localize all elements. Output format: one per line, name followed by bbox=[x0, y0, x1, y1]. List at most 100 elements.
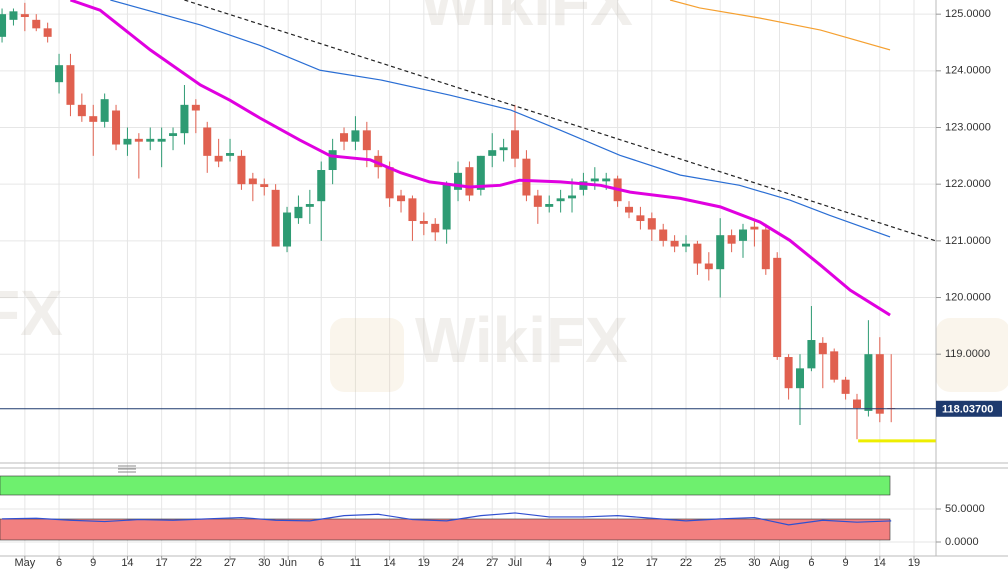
candle-body bbox=[317, 170, 326, 202]
candle-body bbox=[682, 243, 691, 247]
candle-body bbox=[670, 240, 679, 247]
x-tick-label: 14 bbox=[384, 557, 396, 569]
candle-body bbox=[499, 147, 508, 151]
watermark-logo bbox=[936, 318, 1008, 392]
x-tick-label: 27 bbox=[486, 557, 498, 569]
x-tick-label: 11 bbox=[350, 557, 361, 569]
y-tick-label: 50.0000 bbox=[945, 503, 985, 515]
candle-body bbox=[590, 178, 599, 182]
pane-grip[interactable] bbox=[118, 465, 136, 473]
x-tick-label: 30 bbox=[748, 557, 760, 569]
x-tick-label: Jun bbox=[279, 557, 297, 569]
current-price-label: 118.03700 bbox=[942, 404, 993, 416]
candle-body bbox=[431, 223, 440, 233]
candle-body bbox=[237, 155, 246, 185]
candle-body bbox=[488, 150, 497, 156]
candle-body bbox=[169, 133, 178, 137]
x-tick-label: 17 bbox=[646, 557, 658, 569]
candle-body bbox=[408, 198, 417, 222]
y-tick-label: 122.0000 bbox=[945, 178, 991, 190]
candle-body bbox=[419, 221, 428, 224]
current-price-box bbox=[936, 400, 1002, 417]
candle-body bbox=[89, 116, 98, 122]
candle-body bbox=[739, 229, 748, 241]
candle-body bbox=[636, 215, 645, 222]
x-tick-label: 4 bbox=[546, 557, 552, 569]
candle-body bbox=[260, 184, 269, 188]
candle-body bbox=[875, 354, 884, 414]
x-tick-label: May bbox=[14, 557, 35, 569]
candle-body bbox=[864, 354, 873, 411]
candle-body bbox=[853, 399, 862, 409]
x-tick-label: 9 bbox=[90, 557, 96, 569]
candle-body bbox=[841, 379, 850, 394]
candle-body bbox=[704, 263, 713, 270]
x-tick-label: 9 bbox=[580, 557, 586, 569]
x-tick-label: Jul bbox=[508, 557, 522, 569]
lower-band bbox=[0, 518, 891, 541]
candle-body bbox=[146, 138, 155, 142]
overlay-line bbox=[110, 0, 891, 238]
candle-body bbox=[9, 11, 18, 20]
candle-body bbox=[659, 229, 668, 241]
x-tick-label: 6 bbox=[808, 557, 814, 569]
candle-body bbox=[43, 28, 52, 37]
candle-body bbox=[568, 195, 577, 199]
x-tick-label: 14 bbox=[121, 557, 133, 569]
oscillator-line bbox=[2, 512, 892, 526]
x-tick-label: 9 bbox=[843, 557, 849, 569]
watermark: WikiFX bbox=[0, 277, 63, 349]
x-tick-label: 27 bbox=[224, 557, 236, 569]
x-tick-label: 30 bbox=[258, 557, 270, 569]
upper-band bbox=[0, 475, 891, 496]
candle-body bbox=[180, 104, 189, 134]
candle-body bbox=[511, 130, 520, 159]
candle-body bbox=[55, 65, 64, 83]
candle-body bbox=[522, 158, 531, 196]
candle-body bbox=[351, 130, 360, 142]
candle-body bbox=[191, 104, 200, 111]
candle-body bbox=[305, 204, 314, 207]
candle-body bbox=[647, 218, 656, 230]
candle-body bbox=[226, 153, 235, 156]
candle-body bbox=[0, 14, 7, 37]
x-tick-label: 14 bbox=[874, 557, 886, 569]
candle-body bbox=[362, 130, 371, 151]
x-tick-label: 19 bbox=[908, 557, 920, 569]
watermark-logo bbox=[330, 318, 404, 392]
candle-body bbox=[134, 138, 143, 142]
candle-body bbox=[625, 206, 634, 213]
x-tick-label: 6 bbox=[318, 557, 324, 569]
candle-body bbox=[442, 184, 451, 230]
overlay-line bbox=[69, 0, 891, 317]
candle-body bbox=[112, 110, 121, 145]
candle-body bbox=[693, 243, 702, 264]
candle-body bbox=[716, 235, 725, 270]
candle-body bbox=[761, 229, 770, 270]
candle-body bbox=[784, 357, 793, 389]
overlay-line bbox=[669, 0, 891, 51]
y-tick-label: 121.0000 bbox=[945, 235, 991, 247]
x-tick-label: 17 bbox=[156, 557, 168, 569]
candle-body bbox=[818, 342, 827, 355]
x-tick-label: 24 bbox=[452, 557, 464, 569]
candle-body bbox=[340, 133, 349, 142]
x-tick-label: Aug bbox=[770, 557, 790, 569]
x-tick-label: 19 bbox=[418, 557, 430, 569]
candle-body bbox=[454, 172, 463, 190]
candle-body bbox=[545, 204, 554, 207]
y-tick-label: 125.0000 bbox=[945, 8, 991, 20]
candle-body bbox=[533, 195, 542, 207]
candle-body bbox=[773, 257, 782, 358]
y-tick-label: 124.0000 bbox=[945, 65, 991, 77]
candle-body bbox=[385, 167, 394, 199]
candle-body bbox=[248, 178, 257, 185]
candle-body bbox=[32, 19, 41, 29]
y-tick-label: 0.0000 bbox=[945, 536, 979, 548]
candle-body bbox=[830, 351, 839, 380]
x-tick-label: 22 bbox=[680, 557, 692, 569]
y-tick-label: 123.0000 bbox=[945, 121, 991, 133]
candle-body bbox=[283, 212, 292, 247]
x-tick-label: 25 bbox=[714, 557, 726, 569]
candle-body bbox=[476, 155, 485, 190]
